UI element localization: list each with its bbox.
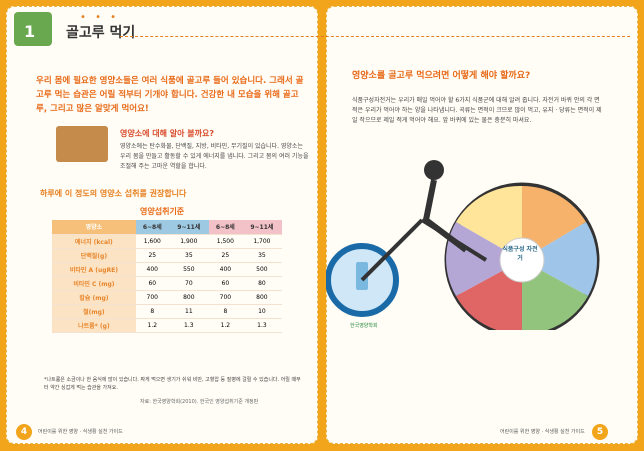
nutrient-box-text: 영양소에는 탄수화물, 단백질, 지방, 비타민, 무기질이 있습니다. 영양소… [120, 143, 309, 170]
nutrient-name: 칼슘 (mg) [52, 290, 136, 305]
table-cell: 1.3 [241, 318, 282, 333]
table-row: 에너지 (kcal) 1,600 1,900 1,500 1,700 [52, 234, 282, 249]
table-row: 비타민 C (mg) 60 70 60 80 [52, 276, 282, 291]
food-segment-oil-sugar [456, 185, 522, 260]
rider-body [422, 179, 468, 253]
right-page-title: 영양소를 골고루 먹으려면 어떻게 해야 할까요? [352, 71, 531, 81]
nutrient-name: 철(mg) [52, 304, 136, 319]
footer-text-left: 어린이를 위한 영양 · 식생활 실천 가이드 [38, 429, 123, 435]
table-cell: 700 [135, 290, 169, 305]
table-cell: 1.3 [168, 318, 209, 333]
chapter-badge [14, 12, 52, 46]
table-cell: 500 [241, 262, 282, 277]
table-cell: 60 [135, 276, 169, 291]
table-cell: 1,500 [208, 234, 242, 249]
food-segment-meat [522, 222, 597, 296]
table-cell: 70 [168, 276, 209, 291]
table-cell: 8 [135, 304, 169, 319]
table-cell: 1,600 [135, 234, 169, 249]
footer-text-right: 어린이를 위한 영양 · 식생활 실천 가이드 [500, 429, 585, 435]
table-cell: 35 [168, 248, 209, 263]
table-cell: 11 [168, 304, 209, 319]
chapter-number: 1 [24, 22, 36, 41]
chapter-title: 골고루 먹기 [66, 25, 136, 41]
page-number-right: 5 [592, 424, 608, 440]
table-row: 단백질(g) 25 35 25 35 [52, 248, 282, 263]
food-segment-vegetable [522, 260, 588, 330]
rider-head [424, 160, 444, 180]
title-decoration-dots: • • • [80, 12, 120, 23]
nutrient-name: 단백질(g) [52, 248, 136, 263]
nutrition-society-logo: 한국영양학회 [350, 323, 378, 329]
table-source: 자료: 한국영양학회(2010). 한국인 영양섭취기준 개정판 [140, 399, 259, 405]
table-cell: 35 [241, 248, 282, 263]
intro-text: 우리 몸에 필요한 영양소들은 여러 식품에 골고루 들어 있습니다. 그래서 … [36, 76, 304, 114]
table-caption: 영양섭취기준 [140, 207, 185, 216]
table-cell: 25 [208, 248, 242, 263]
table-row: 비타민 A (ugRE) 400 550 400 500 [52, 262, 282, 277]
column-header: 6~8세 [208, 220, 242, 235]
food-segment-fruit [456, 260, 522, 330]
water-cup-icon [356, 262, 368, 290]
table-cell: 550 [168, 262, 209, 277]
table-cell: 400 [135, 262, 169, 277]
right-page-text: 식품구성자전거는 우리가 매일 먹어야 할 6가지 식품군에 대해 알려 줍니다… [352, 97, 602, 124]
intake-section-title: 하루에 이 정도의 영양소 섭취를 권장합니다 [40, 189, 187, 198]
table-row-header: 영양소 [52, 220, 136, 235]
food-segment-grain [522, 185, 586, 260]
table-row: 나트륨* (g) 1.2 1.3 1.2 1.3 [52, 318, 282, 333]
table-cell: 400 [208, 262, 242, 277]
food-tray-icon [56, 126, 108, 162]
nutrient-name: 나트륨* (g) [52, 318, 136, 333]
column-header: 6~8세 [135, 220, 169, 235]
nutrient-box-title: 영양소에 대해 알아 볼까요? [120, 129, 214, 138]
column-header: 9~11세 [241, 220, 282, 235]
page-number-left: 4 [16, 424, 32, 440]
bike-frame [360, 218, 424, 282]
table-cell: 80 [241, 276, 282, 291]
table-cell: 1,700 [241, 234, 282, 249]
header-divider [120, 36, 630, 37]
table-cell: 1,900 [168, 234, 209, 249]
table-cell: 800 [168, 290, 209, 305]
table-cell: 60 [208, 276, 242, 291]
nutrient-name: 에너지 (kcal) [52, 234, 136, 249]
wheel-label: 식품구성 자전거 [502, 246, 538, 262]
table-header-row: 영양소 6~8세 9~11세 6~8세 9~11세 [52, 220, 282, 235]
food-bicycle-illustration [326, 160, 600, 330]
table-cell: 700 [208, 290, 242, 305]
nutrient-name: 비타민 A (ugRE) [52, 262, 136, 277]
table-row: 칼슘 (mg) 700 800 700 800 [52, 290, 282, 305]
table-cell: 25 [135, 248, 169, 263]
intake-table: 영양소 6~8세 9~11세 6~8세 9~11세 에너지 (kcal) 1,6… [52, 220, 282, 333]
table-cell: 1.2 [208, 318, 242, 333]
table-cell: 8 [208, 304, 242, 319]
wheel-hub [499, 237, 545, 283]
column-header: 9~11세 [168, 220, 209, 235]
table-cell: 1.2 [135, 318, 169, 333]
table-row: 철(mg) 8 11 8 10 [52, 304, 282, 319]
nutrient-name: 비타민 C (mg) [52, 276, 136, 291]
table-footnote: *나트륨은 소금이나 한 음식에 많이 있습니다. 짜게 먹으면 생기가 쉬워 … [44, 377, 301, 391]
table-cell: 10 [241, 304, 282, 319]
table-cell: 800 [241, 290, 282, 305]
